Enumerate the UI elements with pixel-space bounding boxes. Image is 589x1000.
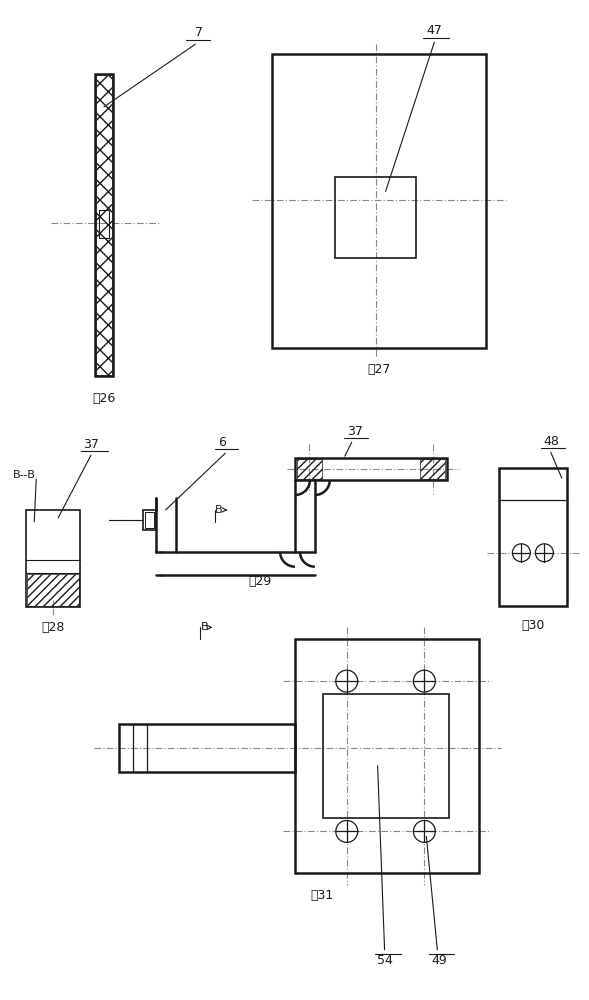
Text: B: B	[200, 622, 208, 632]
Text: 7: 7	[196, 26, 203, 39]
Text: 47: 47	[426, 24, 442, 37]
Bar	[99, 210, 109, 238]
Bar	[27, 574, 79, 606]
Bar	[421, 459, 445, 479]
Text: 6: 6	[219, 436, 226, 449]
Bar	[95, 74, 113, 376]
Text: 图27: 图27	[367, 363, 391, 376]
Bar	[272, 54, 486, 348]
Text: B--B: B--B	[14, 470, 36, 480]
Text: 图28: 图28	[41, 621, 65, 634]
Bar	[143, 510, 155, 530]
Text: 图26: 图26	[92, 392, 115, 405]
Text: 图29: 图29	[248, 575, 272, 588]
Bar	[297, 459, 322, 479]
Text: 37: 37	[347, 425, 363, 438]
Bar	[323, 694, 449, 818]
Bar	[119, 724, 295, 772]
Bar	[295, 639, 479, 873]
Bar	[499, 468, 567, 606]
Bar	[96, 75, 112, 375]
Bar	[295, 458, 447, 480]
Text: 37: 37	[83, 438, 99, 451]
Bar	[335, 177, 416, 258]
Text: 图30: 图30	[521, 619, 545, 632]
Text: 54: 54	[376, 954, 392, 967]
Bar	[27, 510, 80, 607]
Text: B: B	[216, 505, 223, 515]
Text: 48: 48	[544, 435, 560, 448]
Text: 图31: 图31	[310, 889, 333, 902]
Text: 49: 49	[431, 954, 447, 967]
Bar	[145, 512, 154, 528]
